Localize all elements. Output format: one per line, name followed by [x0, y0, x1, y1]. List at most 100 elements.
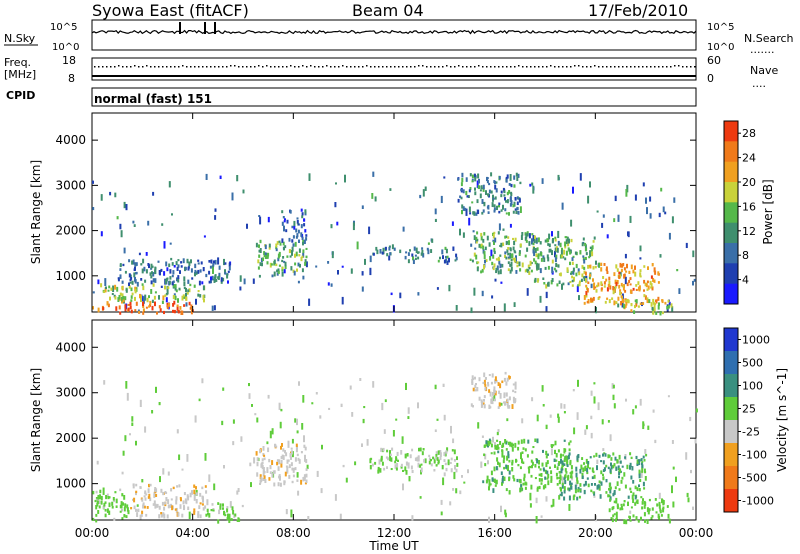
velocity-echo-cell: [528, 468, 531, 474]
power-speckle: [539, 241, 542, 245]
velocity-speckle: [248, 383, 250, 387]
velocity-echo-cell: [411, 470, 414, 474]
velocity-echo-cell: [482, 480, 485, 484]
power-speckle: [664, 211, 667, 215]
velocity-echo-cell: [556, 483, 559, 486]
power-speckle: [587, 195, 590, 204]
nave-dot: [210, 66, 212, 68]
power-echo-cell: [569, 261, 571, 266]
power-echo-cell: [185, 296, 188, 301]
power-echo-cell: [512, 237, 514, 240]
power-echo-cell: [388, 245, 391, 248]
velocity-echo-cell: [422, 448, 425, 451]
power-echo-cell: [606, 270, 609, 274]
power-echo-cell: [122, 295, 125, 300]
power-echo-cell: [480, 185, 483, 190]
y-tick-label: 2000: [55, 431, 86, 445]
power-echo-cell: [505, 176, 508, 180]
velocity-echo-cell: [383, 467, 386, 471]
velocity-echo-cell: [662, 506, 665, 510]
power-echo-cell: [203, 298, 205, 303]
power-echo-cell: [286, 255, 289, 258]
nave-dot: [470, 66, 472, 68]
power-echo-cell: [291, 246, 294, 252]
power-echo-cell: [158, 305, 161, 309]
power-speckle: [123, 201, 126, 209]
velocity-echo-cell: [503, 466, 506, 470]
power-echo-cell: [543, 257, 546, 263]
power-speckle: [341, 265, 344, 268]
velocity-echo-cell: [454, 465, 456, 470]
velocity-echo-cell: [455, 468, 458, 473]
power-echo-cell: [517, 211, 520, 215]
velocity-echo-cell: [637, 520, 640, 523]
power-echo-cell: [475, 236, 478, 241]
power-echo-cell: [409, 249, 411, 252]
velocity-echo-cell: [602, 473, 604, 477]
power-echo-cell: [134, 288, 137, 294]
velocity-echo-cell: [98, 500, 101, 505]
velocity-echo-cell: [211, 503, 214, 506]
power-echo-cell: [138, 310, 141, 314]
velocity-echo-cell: [514, 400, 516, 404]
velocity-speckle: [584, 429, 587, 435]
power-echo-cell: [156, 311, 158, 315]
velocity-echo-cell: [583, 489, 586, 495]
velocity-echo-cell: [608, 488, 610, 491]
power-echo-cell: [166, 304, 169, 310]
power-colorbar-segment: [724, 141, 738, 163]
nave-dot: [382, 66, 384, 68]
velocity-echo-cell: [564, 468, 567, 472]
velocity-echo-cell: [104, 513, 107, 518]
power-echo-cell: [616, 268, 619, 272]
power-echo-cell: [574, 251, 577, 255]
velocity-speckle: [685, 452, 688, 460]
power-speckle: [382, 247, 385, 255]
power-echo-cell: [520, 235, 523, 240]
power-speckle: [579, 173, 582, 181]
power-echo-cell: [482, 238, 485, 243]
power-speckle: [602, 214, 605, 218]
power-echo-cell: [655, 311, 658, 315]
velocity-echo-cell: [217, 519, 220, 524]
power-echo-cell: [608, 280, 611, 286]
power-echo-cell: [109, 296, 111, 301]
velocity-echo-cell: [584, 480, 587, 486]
power-echo-cell: [571, 284, 574, 287]
velocity-echo-cell: [417, 462, 420, 468]
power-echo-cell: [652, 301, 655, 305]
velocity-echo-cell: [492, 478, 495, 482]
power-echo-cell: [596, 284, 599, 288]
power-echo-cell: [182, 258, 185, 264]
x-tick-label: 16:00: [477, 526, 512, 540]
nave-dot: [142, 66, 144, 68]
velocity-echo-cell: [443, 452, 446, 456]
velocity-echo-cell: [205, 513, 208, 517]
velocity-echo-cell: [489, 439, 492, 445]
velocity-echo-cell: [547, 473, 550, 479]
velocity-echo-cell: [450, 468, 453, 473]
velocity-echo-cell: [428, 454, 431, 458]
power-echo-cell: [276, 269, 279, 273]
velocity-speckle: [640, 470, 643, 478]
velocity-echo-cell: [227, 513, 229, 518]
velocity-echo-cell: [486, 479, 489, 483]
velocity-echo-cell: [587, 461, 590, 465]
velocity-echo-cell: [545, 455, 548, 459]
velocity-echo-cell: [99, 489, 102, 494]
velocity-echo-cell: [114, 491, 117, 494]
velocity-echo-cell: [636, 462, 639, 466]
power-speckle: [624, 253, 627, 259]
velocity-echo-cell: [487, 383, 490, 387]
velocity-echo-cell: [501, 380, 504, 384]
velocity-echo-cell: [374, 461, 377, 465]
velocity-echo-cell: [472, 377, 474, 381]
power-echo-cell: [108, 285, 111, 289]
power-speckle: [651, 306, 654, 311]
velocity-speckle: [613, 403, 616, 409]
velocity-echo-cell: [543, 469, 546, 472]
power-speckle: [446, 260, 449, 265]
velocity-echo-cell: [262, 453, 265, 457]
velocity-echo-cell: [616, 459, 619, 464]
